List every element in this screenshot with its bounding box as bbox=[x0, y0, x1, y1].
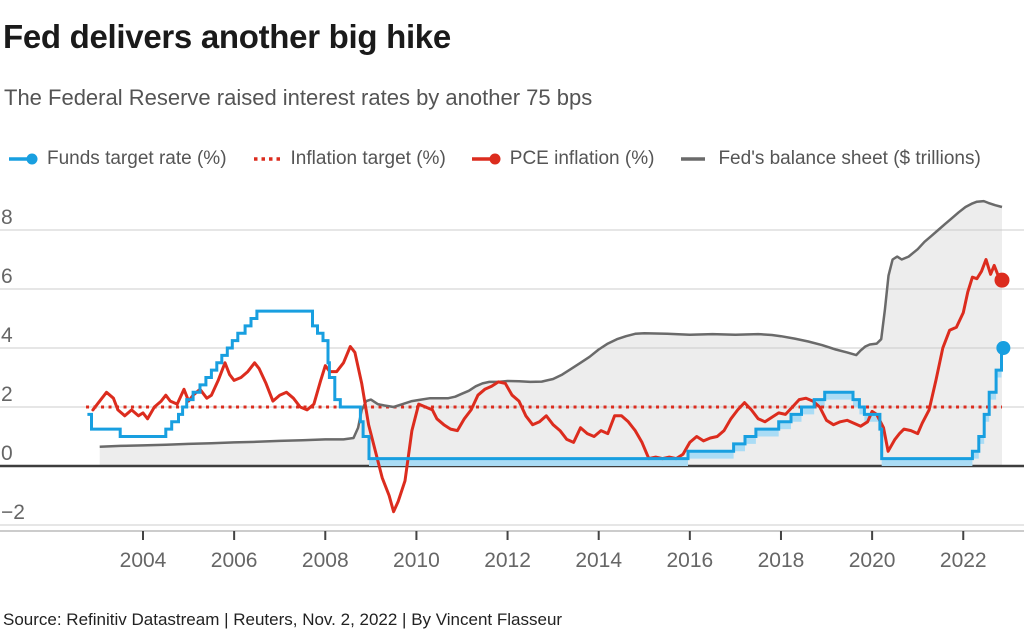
x-tick-label: 2016 bbox=[666, 549, 713, 572]
y-tick-label: 8 bbox=[1, 206, 13, 229]
balance-sheet-area bbox=[99, 201, 1002, 466]
x-tick-label: 2010 bbox=[393, 549, 440, 572]
legend-label: Funds target rate (%) bbox=[47, 148, 227, 169]
page-title: Fed delivers another big hike bbox=[3, 18, 451, 55]
legend-line-dot-swatch bbox=[471, 153, 501, 165]
x-tick-label: 2020 bbox=[849, 549, 896, 572]
x-tick-label: 2014 bbox=[575, 549, 622, 572]
legend-item: Fed's balance sheet ($ trillions) bbox=[679, 148, 981, 170]
source-note: Source: Refinitiv Datastream | Reuters, … bbox=[3, 610, 563, 629]
legend-label: Inflation target (%) bbox=[290, 148, 446, 169]
pce-end-dot bbox=[994, 272, 1010, 288]
y-tick-label: 0 bbox=[1, 442, 13, 465]
legend-item: Funds target rate (%) bbox=[8, 148, 227, 170]
x-tick-label: 2018 bbox=[758, 549, 805, 572]
legend-item: Inflation target (%) bbox=[252, 148, 446, 170]
funds-rate-line bbox=[87, 309, 1004, 461]
legend-label: Fed's balance sheet ($ trillions) bbox=[718, 148, 981, 169]
pce-inflation-line bbox=[91, 258, 1004, 514]
y-tick-label: 6 bbox=[1, 265, 13, 288]
legend-label: PCE inflation (%) bbox=[509, 148, 655, 169]
x-tick-label: 2022 bbox=[940, 549, 987, 572]
x-tick-label: 2006 bbox=[211, 549, 258, 572]
legend: Funds target rate (%) Inflation target (%… bbox=[8, 148, 981, 170]
x-tick-label: 2004 bbox=[120, 549, 167, 572]
balance-sheet-line bbox=[99, 199, 1003, 449]
funds-rate-end-dot bbox=[996, 341, 1011, 355]
legend-dotted-swatch bbox=[253, 157, 280, 161]
y-tick-label: −2 bbox=[1, 501, 25, 524]
chart-canvas: 8 6 4 2 0 −2 2004 2006 2008 2010 2012 2014 2016 2018 2… bbox=[0, 199, 1024, 572]
x-tick-label: 2008 bbox=[302, 549, 349, 572]
y-tick-label: 4 bbox=[1, 324, 13, 347]
x-tick-label: 2012 bbox=[484, 549, 531, 572]
y-tick-label: 2 bbox=[1, 383, 13, 406]
legend-item: PCE inflation (%) bbox=[471, 148, 655, 170]
legend-line-swatch bbox=[681, 157, 706, 161]
page-subtitle: The Federal Reserve raised interest rate… bbox=[4, 85, 593, 110]
legend-line-dot-swatch bbox=[9, 153, 38, 165]
